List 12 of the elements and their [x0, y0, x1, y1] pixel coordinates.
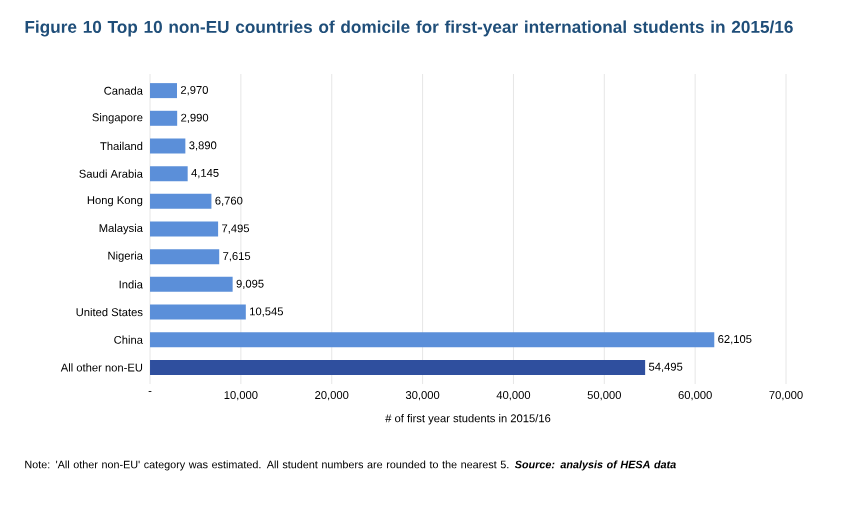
bar	[150, 359, 646, 375]
bar	[150, 83, 177, 99]
bar	[150, 221, 219, 237]
bar	[150, 193, 212, 209]
bar	[150, 304, 246, 320]
chart-title: Figure 10 Top 10 non-EU countries of domicile for first-year international students in 2015/16	[25, 20, 793, 37]
bar	[150, 249, 220, 265]
bar	[150, 332, 715, 348]
bar	[150, 276, 233, 292]
bar	[150, 138, 186, 154]
bar	[150, 110, 178, 126]
bar	[150, 166, 188, 182]
